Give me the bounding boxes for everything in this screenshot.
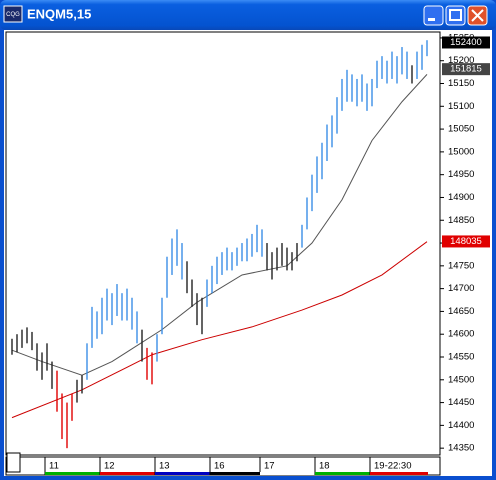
y-tick-label: 14600 [448, 329, 474, 340]
y-tick-label: 15050 [448, 124, 474, 135]
price-marker [442, 36, 490, 49]
moving-average [11, 241, 428, 419]
close-button[interactable] [467, 5, 488, 26]
axis-corner-box [6, 452, 21, 473]
minimize-button[interactable] [423, 5, 444, 26]
window-title: ENQM5,15 [27, 6, 91, 21]
y-tick-label: 14500 [448, 374, 474, 385]
session-label: 13 [159, 461, 170, 472]
y-tick-label: 15000 [448, 146, 474, 157]
title-bar [0, 0, 496, 30]
y-tick-label: 14950 [448, 169, 474, 180]
y-tick-label: 14850 [448, 215, 474, 226]
session-label: 19-22:30 [374, 461, 412, 472]
session-band [210, 472, 260, 475]
session-band [315, 472, 370, 475]
plot-area [5, 31, 441, 456]
session-band [100, 472, 155, 475]
y-tick-label: 14750 [448, 260, 474, 271]
session-label: 17 [264, 461, 275, 472]
price-marker-label: 148035 [450, 236, 482, 247]
price-marker-label: 151815 [450, 64, 482, 75]
app-icon [3, 5, 23, 23]
session-label: 16 [214, 461, 225, 472]
y-tick-label: 14700 [448, 283, 474, 294]
y-tick-label: 14650 [448, 306, 474, 317]
y-tick-label: 14350 [448, 443, 474, 454]
price-marker [442, 235, 490, 248]
price-marker [442, 63, 490, 76]
session-band [260, 472, 315, 475]
y-tick-label: 14900 [448, 192, 474, 203]
y-tick-label: 14450 [448, 397, 474, 408]
y-tick-label: 15100 [448, 101, 474, 112]
session-band [155, 472, 210, 475]
app-icon-text: CQG [6, 12, 20, 18]
session-band [45, 472, 100, 475]
y-tick-label: 14400 [448, 420, 474, 431]
session-label: 18 [319, 461, 330, 472]
y-tick-label: 15150 [448, 78, 474, 89]
session-label: 11 [49, 461, 59, 472]
session-label: 12 [104, 461, 115, 472]
y-tick-label: 15200 [448, 55, 474, 66]
price-marker-label: 152400 [450, 37, 482, 48]
maximize-button[interactable] [445, 5, 466, 26]
session-band [370, 472, 428, 475]
y-tick-label: 14550 [448, 352, 474, 363]
